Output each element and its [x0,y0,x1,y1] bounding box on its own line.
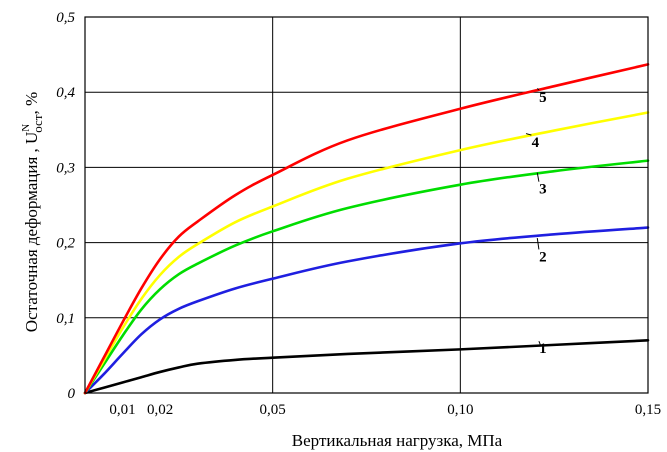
series-lines [83,63,650,395]
y-axis-label-sub: ост [30,114,45,133]
curve-leader-3 [536,172,540,182]
curve-leader-5 [536,88,540,91]
y-tick-labels: 0 0,1 0,2 0,3 0,4 0,5 [56,10,75,402]
curve-label-4: 4 [532,135,540,151]
curve-label-1: 1 [539,341,547,357]
x-tick-label: 0,01 [109,402,135,418]
series-line-3 [83,159,650,395]
y-tick-label: 0 [68,386,76,402]
y-axis-label-tail: , % [22,92,41,115]
y-tick-label: 0,1 [56,311,75,327]
curve-leader-2 [536,238,540,250]
curve-label-3: 3 [539,182,547,198]
x-tick-label: 0,10 [447,402,473,418]
curve-label-5: 5 [539,90,547,106]
curve-leader-4 [525,133,532,136]
x-tick-label: 0,02 [147,402,173,418]
y-tick-label: 0,3 [56,160,75,176]
grid-lines [85,17,648,393]
series-line-5 [83,63,650,395]
y-tick-label: 0,2 [56,236,75,252]
series-line-2 [83,226,650,395]
y-tick-label: 0,5 [56,10,75,26]
y-axis-label-main: Остаточная деформация , U [22,132,41,332]
series-line-4 [83,111,650,395]
y-tick-label: 0,4 [56,85,75,101]
curve-label-leaders [525,88,542,347]
plot-frame [84,16,649,394]
curve-label-2: 2 [539,249,547,265]
series-line-1 [83,339,650,395]
curve-leader-1 [538,340,542,347]
x-tick-label: 0,05 [260,402,286,418]
x-axis-label: Вертикальная нагрузка, МПа [292,431,503,450]
x-tick-label: 0,15 [635,402,661,418]
curve-labels: 1 2 3 4 5 [532,90,547,357]
y-axis-label: Остаточная деформация , UNост, % [20,92,45,332]
x-tick-labels: 0,01 0,02 0,05 0,10 0,15 [109,402,661,418]
y-axis-label-sup: N [20,124,32,132]
